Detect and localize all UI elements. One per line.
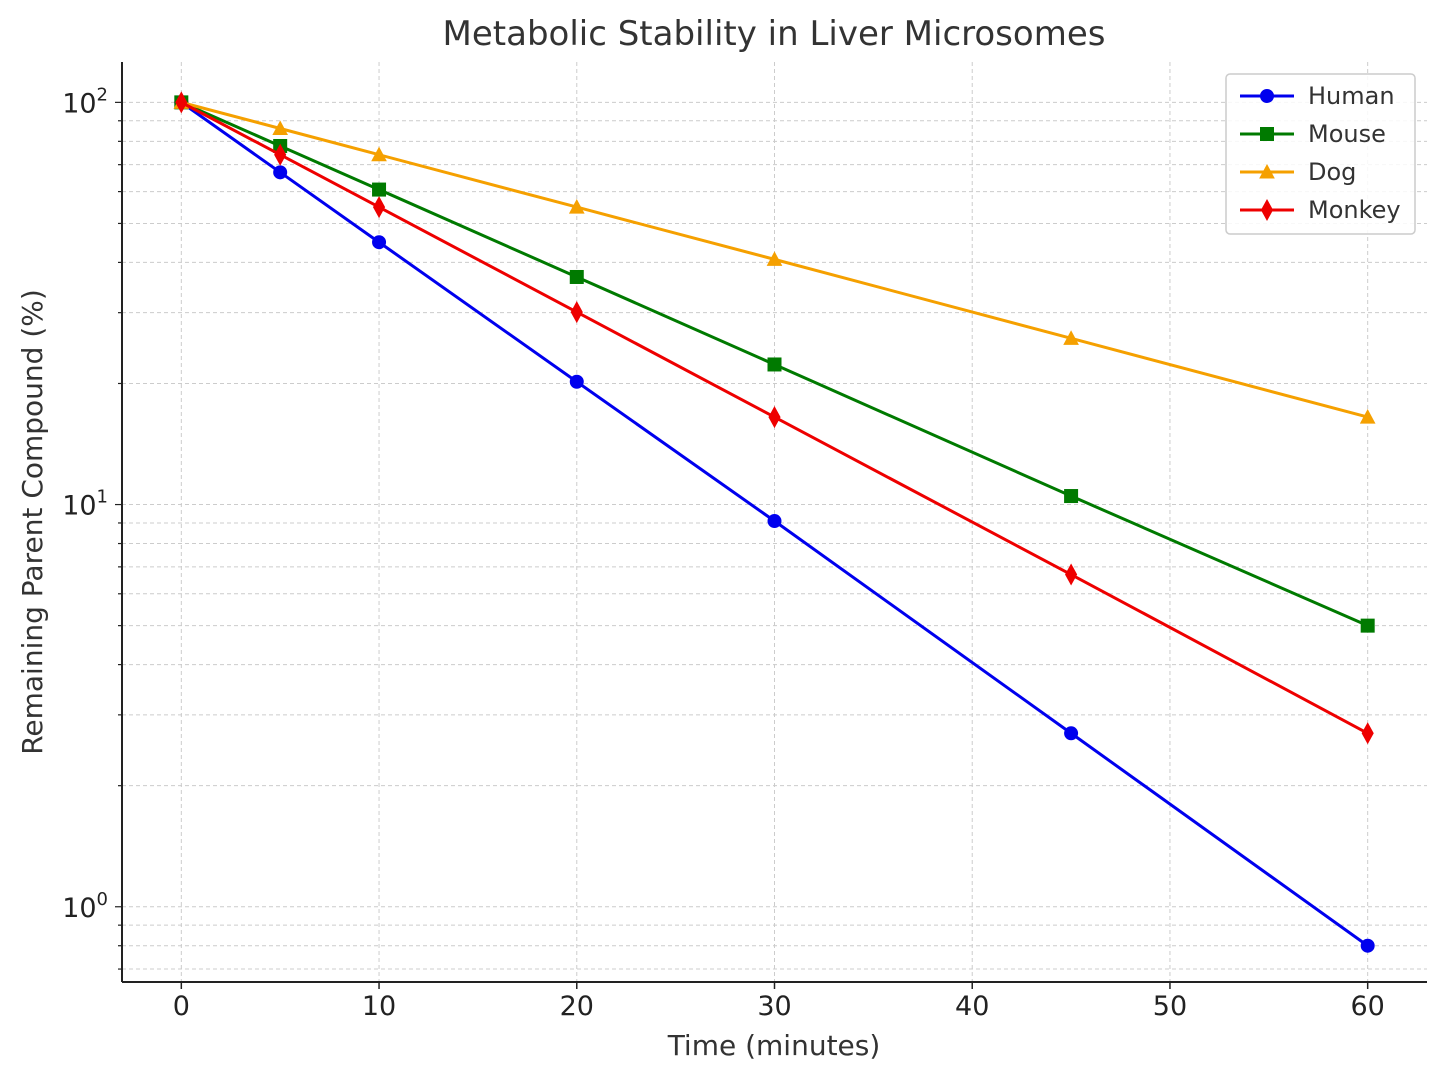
y-tick-base: 10 <box>62 88 96 119</box>
data-point <box>568 199 585 214</box>
legend-box <box>1225 73 1416 235</box>
data-point <box>274 143 287 166</box>
x-tick-label: 40 <box>955 991 989 1022</box>
data-point <box>1360 938 1375 953</box>
legend-item-human: Human <box>1240 82 1395 110</box>
legend-item-mouse: Mouse <box>1240 120 1386 148</box>
data-point <box>767 514 782 529</box>
data-point <box>767 357 782 372</box>
x-tick-label: 50 <box>1153 991 1187 1022</box>
data-point <box>273 165 288 180</box>
x-tick-label: 60 <box>1351 991 1385 1022</box>
legend-label: Dog <box>1308 158 1356 186</box>
x-tick-label: 20 <box>560 991 594 1022</box>
legend: Human Mouse Dog Monkey <box>1225 73 1416 235</box>
legend-label: Monkey <box>1308 196 1401 224</box>
legend-item-monkey: Monkey <box>1240 196 1401 224</box>
data-point <box>569 269 584 284</box>
y-tick-label: 101 <box>62 487 108 522</box>
data-point <box>1064 726 1079 741</box>
legend-item-dog: Dog <box>1240 158 1356 186</box>
series-monkey <box>175 91 1374 745</box>
data-point <box>272 120 289 136</box>
data-point <box>569 374 584 389</box>
legend-marker-diamond-icon <box>1260 198 1274 222</box>
series-layer <box>173 91 1376 953</box>
data-point <box>1361 722 1374 745</box>
y-tick-exponent: 1 <box>97 487 108 508</box>
x-axis-label: Time (minutes) <box>667 1029 881 1062</box>
y-tick-exponent: 0 <box>97 889 108 910</box>
data-point <box>1063 330 1079 345</box>
data-point <box>372 182 387 197</box>
data-point <box>1359 409 1376 424</box>
legend-marker-circle-icon <box>1260 89 1274 103</box>
data-point <box>1360 618 1375 633</box>
legend-label: Human <box>1308 82 1395 110</box>
data-point <box>570 301 583 324</box>
y-tick-base: 10 <box>62 893 96 924</box>
x-tick-label: 0 <box>173 991 190 1022</box>
y-tick-label: 100 <box>62 889 108 924</box>
series-human <box>174 95 1375 953</box>
x-tick-label: 10 <box>362 991 396 1022</box>
legend-marker-square-icon <box>1260 127 1274 141</box>
x-tick-label: 30 <box>757 991 791 1022</box>
data-point <box>768 406 781 429</box>
data-point <box>766 251 783 266</box>
y-tick-base: 10 <box>62 491 96 522</box>
chart-title: Metabolic Stability in Liver Microsomes <box>443 14 1106 54</box>
data-point <box>1065 563 1078 586</box>
data-point <box>372 196 386 219</box>
legend-marker-triangle-icon <box>1259 163 1275 179</box>
y-tick-exponent: 2 <box>97 84 108 105</box>
data-point <box>372 235 387 250</box>
data-point <box>175 91 188 114</box>
legend-label: Mouse <box>1308 120 1386 148</box>
y-axis-label: Remaining Parent Compound (%) <box>16 289 49 755</box>
data-point <box>1064 489 1079 504</box>
data-point <box>371 146 387 162</box>
y-tick-label: 102 <box>62 84 108 119</box>
